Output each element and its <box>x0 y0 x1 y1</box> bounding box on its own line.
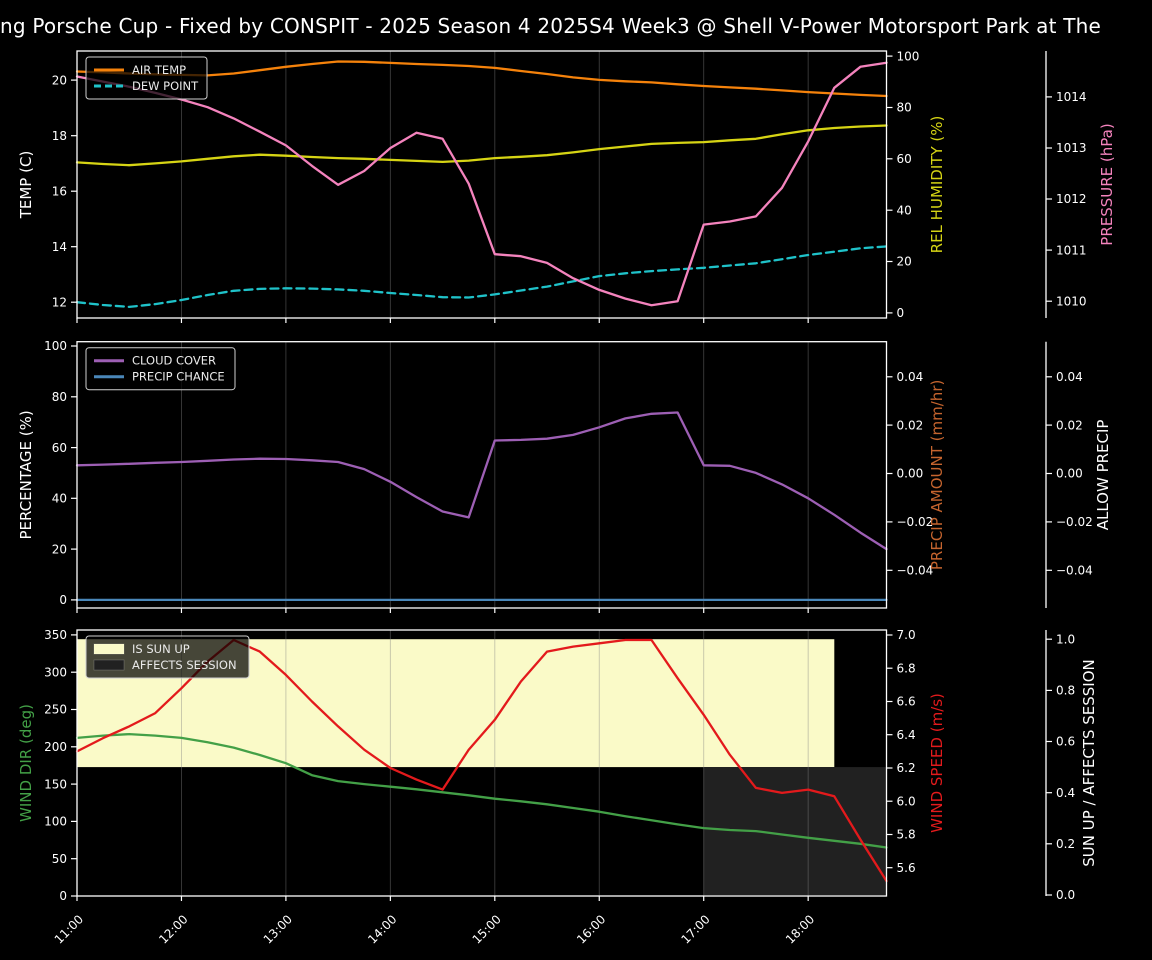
series-pressure <box>75 61 888 307</box>
x-tick-label: 13:00 <box>261 912 295 946</box>
tick-label-temp: 14 <box>52 240 67 254</box>
tick-label-hum: 100 <box>897 49 920 63</box>
x-tick-label: 12:00 <box>156 912 190 946</box>
tick-label-temp: 16 <box>52 184 67 198</box>
tick-label-pamt: −0.04 <box>897 564 934 578</box>
tick-label-wdir: 50 <box>52 852 67 866</box>
panel-border <box>76 629 888 897</box>
tick-label-temp: 20 <box>52 73 67 87</box>
tick-label-sun: 1.0 <box>1056 632 1075 646</box>
tick-label-wspd: 7.0 <box>897 628 916 642</box>
axis-label-hum: REL HUMIDITY (%) <box>928 116 946 254</box>
panel-border <box>76 50 888 319</box>
tick-label-pct: 80 <box>52 390 67 404</box>
series-rel-humidity <box>75 124 888 167</box>
tick-label-wspd: 5.8 <box>897 828 916 842</box>
legend-box <box>85 347 236 391</box>
tick-label-pct: 0 <box>59 593 67 607</box>
legend-swatch-affects-session <box>93 659 125 671</box>
legend-box <box>85 56 208 100</box>
series-cloud-cover <box>75 411 888 551</box>
axis-label-pct: PERCENTAGE (%) <box>17 410 35 539</box>
tick-label-temp: 12 <box>52 295 67 309</box>
tick-label-wdir: 0 <box>59 889 67 903</box>
tick-label-wspd: 6.4 <box>897 728 916 742</box>
tick-label-wspd: 5.6 <box>897 861 916 875</box>
series-air-temp <box>75 60 888 98</box>
tick-label-pamt: 0.02 <box>897 418 924 432</box>
tick-label-pamt: −0.02 <box>897 515 934 529</box>
tick-label-allow: 0.00 <box>1056 467 1083 481</box>
panel-wind-sun: 350 300 250 200 150 100 50 0 WIND DIR (deg) 7.0 6.… <box>17 628 1098 903</box>
x-tick-label: 17:00 <box>678 912 712 946</box>
tick-label-pamt: 0.00 <box>897 467 924 481</box>
x-tick-label: 15:00 <box>470 912 504 946</box>
tick-label-wspd: 6.8 <box>897 661 916 675</box>
tick-label-wdir: 150 <box>44 777 67 791</box>
x-tick-label: 16:00 <box>574 912 608 946</box>
axis-label-wdir: WIND DIR (deg) <box>17 704 35 822</box>
tick-label-sun: 0.0 <box>1056 888 1075 902</box>
panel-border <box>76 341 888 609</box>
tick-label-pres: 1014 <box>1056 90 1087 104</box>
legend-box <box>85 635 250 679</box>
legend-label: DEW POINT <box>132 79 199 93</box>
tick-label-allow: −0.02 <box>1056 515 1093 529</box>
tick-label-wspd: 6.6 <box>897 695 916 709</box>
tick-label-pamt: 0.04 <box>897 370 924 384</box>
legend-swatch-is-sun-up <box>93 643 125 655</box>
series-dew-point <box>75 245 888 309</box>
tick-label-pct: 40 <box>52 492 67 506</box>
axis-label-sun: SUN UP / AFFECTS SESSION <box>1080 659 1098 867</box>
legend-label: AFFECTS SESSION <box>132 658 237 672</box>
tick-label-wdir: 100 <box>44 815 67 829</box>
axis-label-wspd: WIND SPEED (m/s) <box>928 693 946 833</box>
tick-label-sun: 0.4 <box>1056 786 1075 800</box>
tick-label-hum: 40 <box>897 203 912 217</box>
axis-label-allow: ALLOW PRECIP <box>1094 420 1112 531</box>
tick-label-sun: 0.6 <box>1056 735 1075 749</box>
legend-label: IS SUN UP <box>132 642 190 656</box>
tick-label-hum: 20 <box>897 255 912 269</box>
tick-label-hum: 60 <box>897 152 912 166</box>
series-wind-dir <box>75 732 888 849</box>
tick-label-pres: 1010 <box>1056 294 1087 308</box>
tick-label-wdir: 350 <box>44 628 67 642</box>
tick-label-hum: 0 <box>897 306 905 320</box>
x-tick-label: 11:00 <box>52 912 86 946</box>
panel-precipitation: 100 80 60 40 20 0 PERCENTAGE (%) 0.04 0.02 0.00 −0… <box>17 339 1112 613</box>
tick-label-wdir: 200 <box>44 740 67 754</box>
legend-label: AIR TEMP <box>132 63 186 77</box>
legend-label: CLOUD COVER <box>132 354 216 368</box>
tick-label-pct: 60 <box>52 441 67 455</box>
axis-label-pamt: PRECIP AMOUNT (mm/hr) <box>928 380 946 570</box>
x-tick-label: 14:00 <box>365 912 399 946</box>
tick-label-sun: 0.8 <box>1056 684 1075 698</box>
tick-label-wspd: 6.2 <box>897 761 916 775</box>
tick-label-pres: 1012 <box>1056 192 1087 206</box>
tick-label-pct: 100 <box>44 339 67 353</box>
tick-label-pres: 1011 <box>1056 243 1087 257</box>
tick-label-sun: 0.2 <box>1056 837 1075 851</box>
panel-temperature: 20 18 16 14 12 TEMP (C) 100 80 60 40 20 0 REL HUMIDI… <box>17 49 1116 323</box>
tick-label-temp: 18 <box>52 129 67 143</box>
chart-title: ng Porsche Cup - Fixed by CONSPIT - 2025… <box>0 14 1101 38</box>
axis-label-pres: PRESSURE (hPa) <box>1098 123 1116 245</box>
x-tick-label: 18:00 <box>783 912 817 946</box>
tick-label-pres: 1013 <box>1056 141 1087 155</box>
tick-label-pct: 20 <box>52 542 67 556</box>
tick-label-wdir: 250 <box>44 703 67 717</box>
axis-label-temp: TEMP (C) <box>17 151 35 220</box>
tick-label-wspd: 6.0 <box>897 794 916 808</box>
legend-label: PRECIP CHANCE <box>132 370 225 384</box>
tick-label-allow: 0.02 <box>1056 418 1083 432</box>
tick-label-hum: 80 <box>897 101 912 115</box>
tick-label-allow: −0.04 <box>1056 564 1093 578</box>
tick-label-wdir: 300 <box>44 665 67 679</box>
tick-label-allow: 0.04 <box>1056 370 1083 384</box>
